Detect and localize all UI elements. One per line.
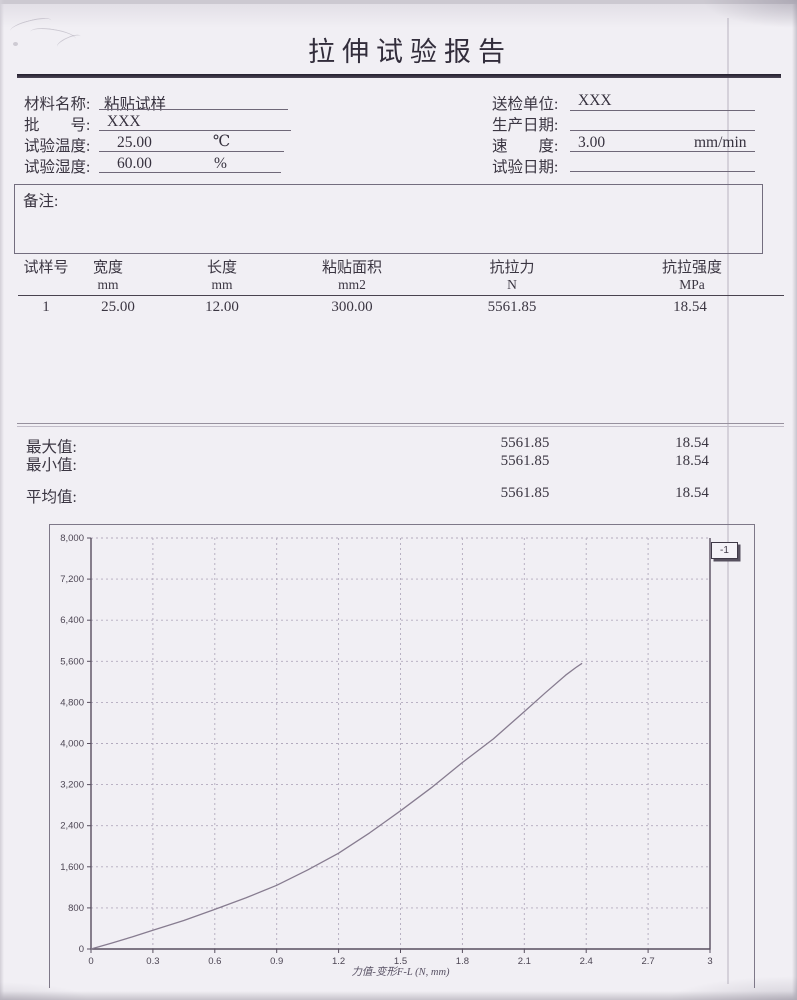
scan-corner-shadow bbox=[0, 982, 90, 1000]
curve-legend-chip: -1 bbox=[711, 542, 738, 559]
svg-text:6,400: 6,400 bbox=[60, 615, 84, 626]
svg-text:2.1: 2.1 bbox=[518, 956, 531, 967]
svg-text:1.5: 1.5 bbox=[394, 956, 407, 967]
stat-min-force: 5561.85 bbox=[500, 453, 550, 469]
field-value-speed: 3.00 bbox=[578, 134, 606, 151]
svg-text:力值-变形F-L (N, mm): 力值-变形F-L (N, mm) bbox=[351, 966, 450, 978]
paper-fold-line bbox=[727, 18, 729, 984]
svg-text:0: 0 bbox=[79, 944, 84, 955]
stat-max-strength: 18.54 bbox=[675, 435, 709, 451]
svg-text:800: 800 bbox=[68, 903, 84, 914]
field-underline bbox=[570, 151, 755, 152]
scan-corner-shadow bbox=[667, 976, 797, 1000]
field-underline bbox=[99, 151, 284, 152]
col-header-strength: 抗拉强度 bbox=[661, 260, 722, 276]
svg-text:2,400: 2,400 bbox=[60, 821, 84, 832]
svg-text:0.9: 0.9 bbox=[270, 956, 283, 967]
scan-edge-bottom bbox=[0, 991, 797, 1000]
table-header-rule bbox=[18, 295, 784, 297]
report-title: 拉伸试验报告 bbox=[308, 37, 512, 67]
svg-text:8,000: 8,000 bbox=[60, 533, 84, 544]
col-unit-width: mm bbox=[97, 277, 119, 292]
table-cell-strength: 18.54 bbox=[673, 299, 707, 315]
col-unit-area: mm2 bbox=[338, 277, 366, 292]
stats-rule bbox=[17, 426, 784, 427]
field-label-batch: 批 号: bbox=[24, 117, 91, 134]
remarks-label: 备注: bbox=[23, 193, 59, 210]
table-cell-length: 12.00 bbox=[205, 299, 239, 315]
stat-label-min: 最小值: bbox=[26, 457, 77, 474]
remarks-box: 备注: bbox=[14, 184, 763, 254]
scan-edge-top bbox=[0, 0, 797, 4]
field-unit-temperature: ℃ bbox=[213, 133, 231, 150]
svg-text:1.2: 1.2 bbox=[332, 956, 345, 967]
table-cell-width: 25.00 bbox=[101, 299, 135, 315]
field-unit-humidity: % bbox=[214, 155, 227, 172]
svg-text:1.8: 1.8 bbox=[456, 956, 469, 967]
stat-avg-force: 5561.85 bbox=[500, 485, 550, 501]
field-label-test-date: 试验日期: bbox=[492, 159, 559, 176]
stat-max-force: 5561.85 bbox=[500, 435, 550, 451]
svg-text:3: 3 bbox=[707, 956, 712, 967]
stat-min-strength: 18.54 bbox=[675, 453, 709, 469]
scan-corner-shadow bbox=[702, 0, 797, 28]
field-label-temperature: 试验温度: bbox=[24, 138, 91, 155]
stat-label-max: 最大值: bbox=[26, 439, 77, 456]
col-unit-strength: MPa bbox=[679, 277, 705, 292]
col-unit-force: N bbox=[507, 277, 517, 292]
col-header-sample-no: 试样号 bbox=[23, 260, 69, 276]
svg-text:7,200: 7,200 bbox=[60, 574, 84, 585]
pencil-scribble bbox=[13, 42, 18, 46]
col-unit-length: mm bbox=[211, 277, 233, 292]
col-header-force: 抗拉力 bbox=[489, 260, 535, 276]
field-underline bbox=[570, 110, 755, 111]
table-cell-sample-no: 1 bbox=[42, 299, 50, 315]
field-label-client: 送检单位: bbox=[492, 96, 559, 113]
table-cell-area: 300.00 bbox=[331, 299, 373, 315]
svg-text:1,600: 1,600 bbox=[60, 862, 84, 873]
svg-text:4,800: 4,800 bbox=[60, 697, 84, 708]
field-underline bbox=[570, 171, 755, 172]
svg-text:0: 0 bbox=[88, 956, 93, 967]
svg-text:4,000: 4,000 bbox=[60, 739, 84, 750]
field-value-humidity: 60.00 bbox=[117, 155, 152, 172]
svg-text:3,200: 3,200 bbox=[60, 780, 84, 791]
field-label-production-date: 生产日期: bbox=[492, 117, 559, 134]
stat-avg-strength: 18.54 bbox=[675, 485, 709, 501]
svg-text:0.6: 0.6 bbox=[208, 956, 221, 967]
field-underline bbox=[570, 130, 755, 131]
field-label-speed: 速 度: bbox=[492, 138, 559, 155]
field-value-client: XXX bbox=[578, 92, 612, 109]
scan-edge-top-shade bbox=[0, 4, 797, 28]
table-cell-force: 5561.85 bbox=[487, 299, 537, 315]
col-header-length: 长度 bbox=[206, 260, 237, 276]
field-value-batch: XXX bbox=[107, 113, 141, 130]
scan-edge-left bbox=[0, 0, 4, 1000]
field-value-temperature: 25.00 bbox=[117, 134, 152, 151]
svg-text:2.4: 2.4 bbox=[580, 956, 593, 967]
field-underline bbox=[99, 109, 288, 110]
col-header-width: 宽度 bbox=[92, 260, 123, 276]
svg-text:0.3: 0.3 bbox=[146, 956, 159, 967]
stat-label-avg: 平均值: bbox=[26, 489, 77, 506]
title-rule bbox=[17, 74, 781, 78]
stats-rule bbox=[17, 423, 784, 424]
field-value-material: 粘贴试样 bbox=[104, 96, 167, 113]
force-deformation-chart: 0 0.3 0.6 0.9 1.2 1.5 1.8 2.1 2.4 2.7 3 0 800 1,600 2,… bbox=[49, 524, 755, 988]
scan-edge-right bbox=[792, 0, 797, 1000]
field-label-humidity: 试验湿度: bbox=[24, 159, 91, 176]
field-underline bbox=[99, 172, 281, 173]
svg-text:2.7: 2.7 bbox=[641, 956, 654, 967]
chart-canvas: 0 0.3 0.6 0.9 1.2 1.5 1.8 2.1 2.4 2.7 3 0 800 1,600 2,… bbox=[60, 533, 712, 978]
field-underline bbox=[99, 130, 291, 131]
col-header-area: 粘贴面积 bbox=[321, 260, 382, 276]
field-label-material: 材料名称: bbox=[24, 96, 91, 113]
svg-text:5,600: 5,600 bbox=[60, 656, 84, 667]
field-unit-speed: mm/min bbox=[694, 134, 747, 151]
